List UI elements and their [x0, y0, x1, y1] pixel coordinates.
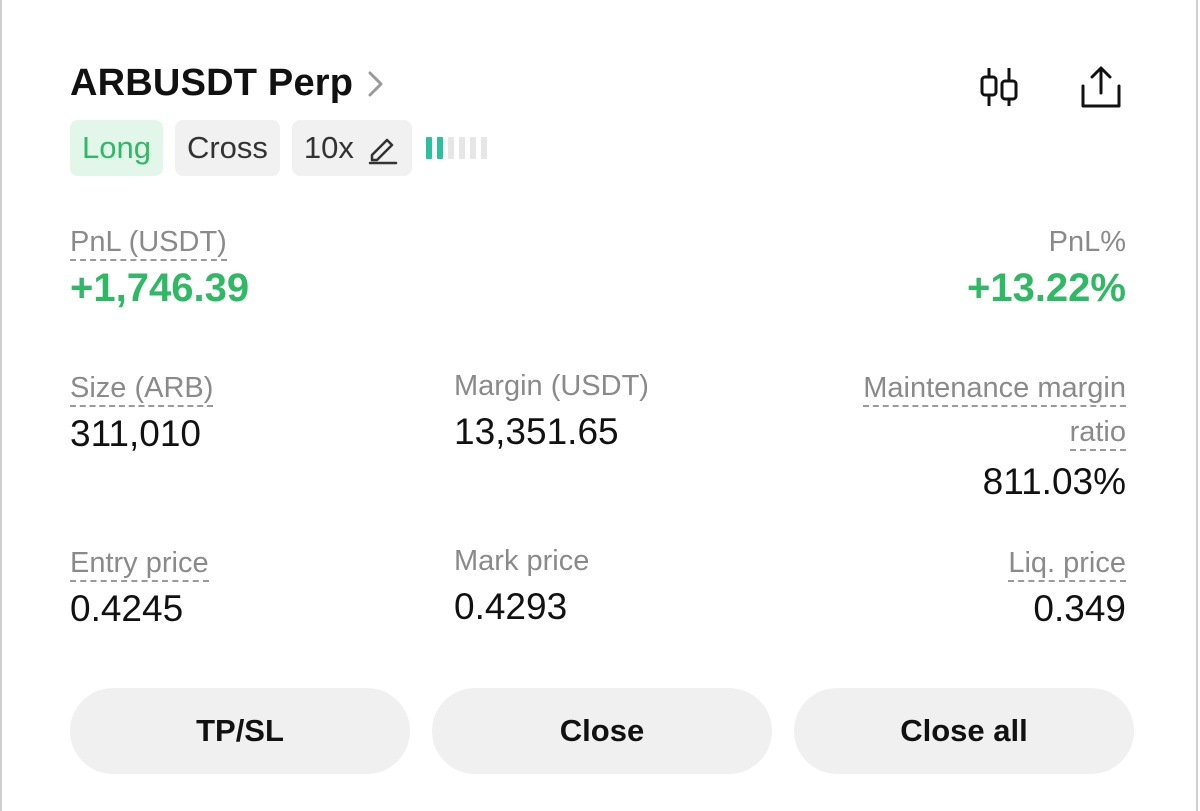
margin-value: 13,351.65: [454, 411, 619, 452]
margin-label: Margin (USDT): [454, 370, 649, 402]
mark-price-value: 0.4293: [454, 586, 568, 627]
share-button[interactable]: [1078, 64, 1124, 110]
leverage-badge[interactable]: 10x: [291, 120, 412, 176]
entry-price-value: 0.4245: [70, 588, 184, 629]
side-badge: Long: [70, 120, 163, 176]
leverage-value: 10x: [303, 130, 354, 165]
mmr-label-line1[interactable]: Maintenance margin: [863, 372, 1126, 407]
risk-bar: [425, 137, 432, 159]
risk-level-indicator: [425, 137, 487, 159]
mark-price-block: Mark price 0.4293: [454, 541, 589, 629]
pnl-percent-label: PnL%: [1048, 226, 1126, 258]
header-actions: [976, 64, 1124, 110]
mmr-value: 811.03%: [982, 461, 1126, 502]
candlestick-chart-icon: [980, 68, 1018, 106]
risk-bar: [447, 137, 454, 159]
pnl-percent-value: +13.22%: [966, 266, 1126, 310]
size-block: Size (ARB) 311,010: [70, 368, 214, 456]
liq-price-label[interactable]: Liq. price: [1008, 547, 1126, 582]
symbol-title-link[interactable]: ARBUSDT Perp: [70, 62, 387, 105]
liq-price-value: 0.349: [1033, 588, 1126, 629]
close-button[interactable]: Close: [432, 688, 772, 774]
entry-price-label[interactable]: Entry price: [70, 547, 209, 582]
pnl-value: +1,746.39: [70, 266, 250, 310]
pnl-label[interactable]: PnL (USDT): [70, 226, 227, 261]
position-tags: Long Cross 10x: [70, 120, 487, 176]
risk-bar: [458, 137, 465, 159]
pnl-block: PnL (USDT) +1,746.39: [70, 222, 249, 310]
tpsl-button[interactable]: TP/SL: [70, 688, 410, 774]
maintenance-margin-block: Maintenance margin ratio 811.03%: [863, 368, 1126, 504]
risk-bar: [469, 137, 476, 159]
entry-price-block: Entry price 0.4245: [70, 543, 209, 631]
size-label[interactable]: Size (ARB): [70, 372, 214, 407]
margin-block: Margin (USDT) 13,351.65: [454, 366, 649, 454]
margin-mode-badge[interactable]: Cross: [174, 120, 280, 176]
symbol-title: ARBUSDT Perp: [70, 62, 354, 104]
chart-button[interactable]: [976, 64, 1022, 110]
close-all-button[interactable]: Close all: [794, 688, 1134, 774]
risk-bar: [480, 137, 487, 159]
pnl-percent-block: PnL% +13.22%: [967, 222, 1126, 310]
share-icon: [1081, 66, 1121, 108]
liq-price-block: Liq. price 0.349: [1008, 543, 1126, 631]
size-value: 311,010: [70, 413, 201, 454]
mark-price-label: Mark price: [454, 545, 590, 577]
risk-bar: [436, 137, 443, 159]
pencil-edit-icon: [368, 138, 398, 165]
mmr-label-line2[interactable]: ratio: [1069, 416, 1126, 451]
chevron-right-icon: [368, 71, 383, 96]
